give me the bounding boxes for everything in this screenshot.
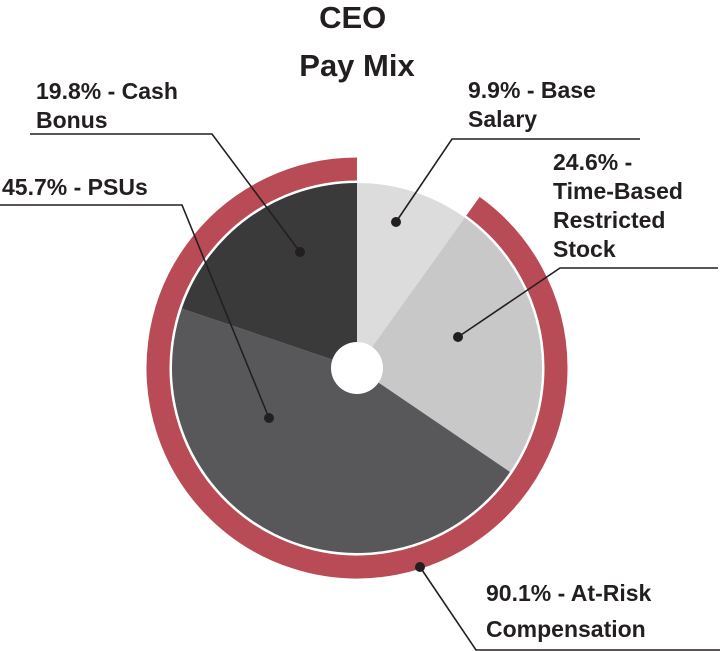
leader-lines [0,133,720,651]
pie-slice-cash-bonus [181,183,357,368]
leader-line-psus [0,204,270,419]
label-cash-bonus: 19.8% - Cash Bonus [36,78,184,133]
label-psus: 45.7% - PSUs [2,174,148,200]
title-line-2: Pay Mix [299,48,415,83]
pie-slice-time-based [357,217,543,472]
leader-dot-psus [264,413,274,423]
label-time-based-stock: 24.6% - Time-Based Restricted Stock [553,149,689,262]
leader-dot-time-based-stock [453,332,463,342]
chart-title: CEO Pay Mix [299,0,415,83]
at-risk-arc [146,157,568,579]
leader-dot-at-risk [415,562,425,572]
leader-dot-cash-bonus [295,247,305,257]
leader-line-cash-bonus [30,133,301,253]
pie-slices [171,183,543,554]
center-hole [331,342,383,394]
title-line-1: CEO [319,0,386,35]
leader-line-time-based-stock [457,267,718,338]
leader-line-base-salary [395,138,640,223]
label-base-salary: 9.9% - Base Salary [468,77,602,132]
pie-slice-base [357,183,465,368]
leader-line-at-risk [419,566,720,651]
leader-dot-base-salary [391,217,401,227]
pie-slice-psus [171,308,511,554]
label-at-risk: 90.1% - At-Risk Compensation [486,580,658,642]
